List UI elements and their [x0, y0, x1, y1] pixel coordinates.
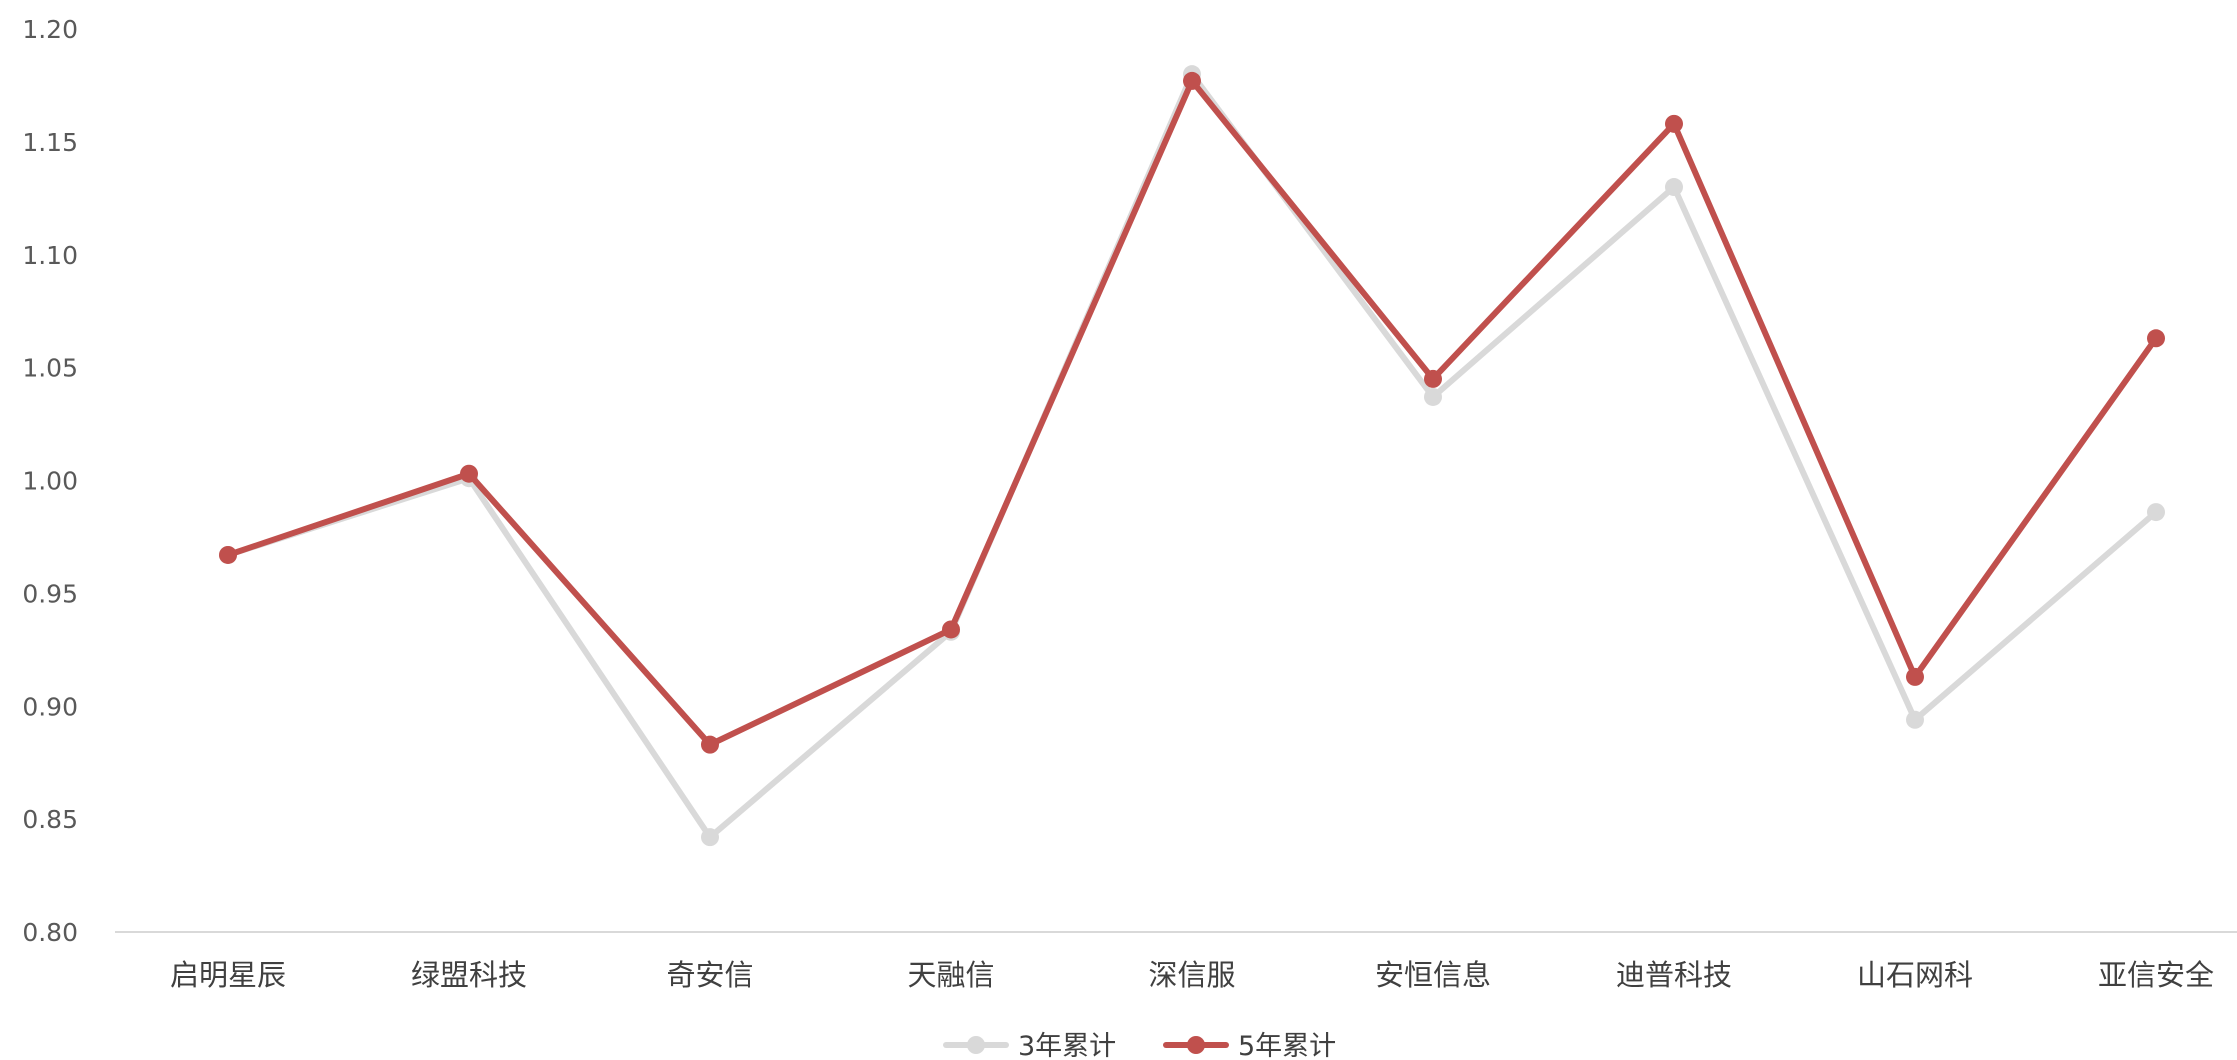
x-tick-label: 山石网科	[1857, 958, 1973, 992]
data-point-series-1	[1906, 710, 1924, 729]
legend-label-2: 5年累计	[1238, 1031, 1336, 1060]
series-line-1	[225, 71, 2159, 841]
x-tick-label: 亚信安全	[2098, 958, 2214, 992]
x-axis: 启明星辰 绿盟科技 奇安信 天融信 深信服 安恒信息 迪普科技 山石网科 亚信安全	[115, 931, 2237, 992]
data-point-series-1	[1424, 387, 1442, 406]
data-point-series-2	[1906, 667, 1924, 686]
data-point-series-2	[460, 464, 478, 483]
data-point-series-2	[701, 735, 719, 754]
data-point-series-2	[1424, 369, 1442, 388]
y-tick-label: 1.20	[22, 15, 78, 44]
data-point-series-1	[1665, 178, 1683, 197]
y-tick-label: 0.85	[22, 805, 78, 834]
x-tick-label: 天融信	[907, 958, 994, 992]
legend-marker-2	[1187, 1036, 1205, 1054]
x-tick-label: 深信服	[1148, 958, 1235, 992]
y-tick-label: 1.05	[22, 354, 78, 383]
y-tick-label: 0.80	[22, 918, 78, 947]
x-tick-label: 启明星辰	[170, 958, 286, 992]
legend: 3年累计 5年累计	[943, 1031, 1336, 1060]
legend-label-1: 3年累计	[1018, 1031, 1116, 1060]
x-tick-label: 迪普科技	[1616, 958, 1732, 992]
series-line-2	[225, 77, 2159, 748]
data-point-series-2	[1183, 71, 1201, 90]
x-tick-label: 安恒信息	[1375, 958, 1491, 992]
series-layer	[219, 65, 2165, 847]
data-point-series-1	[2147, 503, 2165, 522]
data-point-series-1	[701, 828, 719, 847]
data-point-series-2	[942, 620, 960, 639]
y-tick-label: 1.15	[22, 128, 78, 157]
y-tick-label: 0.90	[22, 692, 78, 721]
y-tick-label: 1.00	[22, 467, 78, 496]
data-point-series-2	[2147, 329, 2165, 348]
y-axis: 0.80 0.85 0.90 0.95 1.00 1.05 1.10 1.15 1.20	[22, 15, 78, 947]
x-tick-label: 奇安信	[666, 958, 753, 992]
x-tick-label: 绿盟科技	[411, 958, 527, 992]
data-point-series-2	[1665, 114, 1683, 133]
legend-marker-1	[967, 1036, 985, 1054]
y-tick-label: 0.95	[22, 579, 78, 608]
data-point-series-2	[219, 545, 237, 564]
y-tick-label: 1.10	[22, 241, 78, 270]
